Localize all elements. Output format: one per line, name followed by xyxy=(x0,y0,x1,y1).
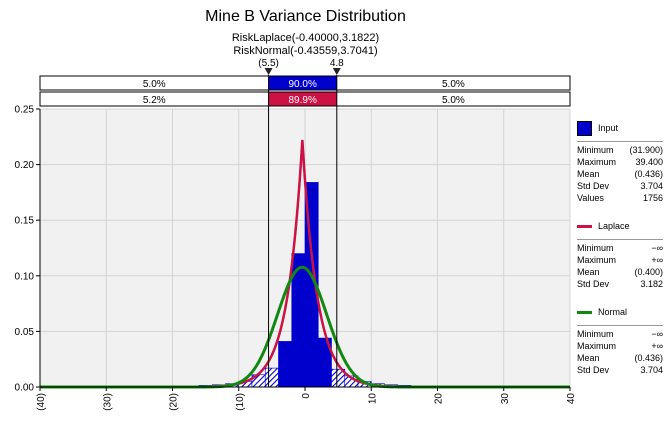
legend-input-stat-row: Maximum 39.400 xyxy=(577,156,663,168)
legend-laplace: Laplace Minimum −∞ Maximum +∞ Mean (0.400) Std… xyxy=(577,216,663,290)
legend-stat-value: 3.182 xyxy=(640,279,663,289)
legend-stat-value: (31.900) xyxy=(629,145,663,155)
legend-stat-name: Minimum xyxy=(577,329,614,339)
legend-stat-name: Mean xyxy=(577,267,600,277)
legend-stat-value: −∞ xyxy=(651,329,663,339)
legend-stat-value: 39.400 xyxy=(635,157,663,167)
legend-laplace-stat-row: Maximum +∞ xyxy=(577,254,663,266)
legend-input-label: Input xyxy=(598,123,619,133)
chart-title: Mine B Variance Distribution xyxy=(205,8,406,25)
histogram-bar xyxy=(278,341,293,388)
legend-input-swatch xyxy=(577,120,592,136)
probability-band-label-left: 5.2% xyxy=(143,95,166,106)
legend-stat-name: Minimum xyxy=(577,243,614,253)
legend-stat-name: Mean xyxy=(577,169,600,179)
x-tick-label: (30) xyxy=(102,393,113,411)
legend-stat-name: Std Dev xyxy=(577,181,610,191)
legend-stat-name: Std Dev xyxy=(577,279,610,289)
legend-laplace-swatch xyxy=(577,224,592,228)
y-tick-label: 0.10 xyxy=(15,271,35,282)
legend-stat-value: (0.400) xyxy=(634,267,663,277)
legend-stat-name: Values xyxy=(577,193,604,203)
legend-input: Input Minimum (31.900) Maximum 39.400 Mean (0… xyxy=(577,118,663,204)
legend-laplace-label: Laplace xyxy=(598,221,630,231)
legend-panel: Input Minimum (31.900) Maximum 39.400 Mean (0… xyxy=(577,118,663,388)
legend-stat-value: +∞ xyxy=(651,255,663,265)
legend-stat-name: Std Dev xyxy=(577,365,610,375)
probability-band-label-middle: 90.0% xyxy=(289,79,317,90)
legend-normal-stat-row: Minimum −∞ xyxy=(577,328,663,340)
chart-subtitle-normal: RiskNormal(-0.43559,3.7041) xyxy=(233,45,378,57)
legend-stat-value: −∞ xyxy=(651,243,663,253)
chart-subtitle-laplace: RiskLaplace(-0.40000,3.1822) xyxy=(231,32,380,44)
legend-input-stat-row: Mean (0.436) xyxy=(577,168,663,180)
probability-band-middle xyxy=(268,91,338,107)
legend-laplace-stat-row: Minimum −∞ xyxy=(577,242,663,254)
probability-band-label-left: 5.0% xyxy=(143,79,166,90)
legend-input-stat-row: Std Dev 3.704 xyxy=(577,180,663,192)
histogram-bar xyxy=(264,367,279,388)
legend-normal-label: Normal xyxy=(598,307,628,317)
legend-normal-swatch xyxy=(577,310,592,314)
legend-normal-stat-row: Mean (0.436) xyxy=(577,352,663,364)
x-tick-label: (10) xyxy=(235,393,246,411)
legend-laplace-stat-row: Mean (0.400) xyxy=(577,266,663,278)
probability-band-label-right: 5.0% xyxy=(442,79,465,90)
legend-stat-value: 1756 xyxy=(642,193,663,203)
legend-stat-value: 3.704 xyxy=(640,181,663,191)
y-tick-label: 0.20 xyxy=(15,160,35,171)
legend-stat-value: (0.436) xyxy=(634,353,663,363)
probability-band-label-right: 5.0% xyxy=(442,95,465,106)
y-tick-label: 0.25 xyxy=(15,105,35,116)
x-tick-label: 40 xyxy=(566,393,577,405)
probability-band-middle xyxy=(268,75,338,91)
x-tick-label: (20) xyxy=(169,393,180,411)
legend-normal-stat-row: Std Dev 3.704 xyxy=(577,364,663,376)
delimiter-label-right: 4.8 xyxy=(330,58,344,69)
legend-input-stat-row: Values 1756 xyxy=(577,192,663,204)
legend-stat-name: Maximum xyxy=(577,157,617,167)
legend-laplace-stat-row: Std Dev 3.182 xyxy=(577,278,663,290)
y-tick-label: 0.05 xyxy=(15,327,35,338)
delimiter-marker-left xyxy=(264,68,273,75)
legend-normal-stat-row: Maximum +∞ xyxy=(577,340,663,352)
delimiter-marker-right xyxy=(332,68,341,75)
legend-input-stat-row: Minimum (31.900) xyxy=(577,144,663,156)
probability-band-label-middle: 89.9% xyxy=(289,95,317,106)
delimiter-label-left: (5.5) xyxy=(258,58,279,69)
x-tick-label: (40) xyxy=(36,393,47,411)
y-tick-label: 0.15 xyxy=(15,216,35,227)
y-tick-label: 0.00 xyxy=(15,383,35,394)
legend-stat-value: (0.436) xyxy=(634,169,663,179)
x-tick-label: 10 xyxy=(367,393,378,405)
legend-stat-value: 3.704 xyxy=(640,365,663,375)
legend-normal: Normal Minimum −∞ Maximum +∞ Mean (0.436) Std … xyxy=(577,302,663,376)
legend-stat-name: Mean xyxy=(577,353,600,363)
legend-stat-value: +∞ xyxy=(651,341,663,351)
x-tick-label: 20 xyxy=(434,393,445,405)
legend-stat-name: Maximum xyxy=(577,341,617,351)
x-tick-label: 0 xyxy=(301,393,312,399)
legend-stat-name: Maximum xyxy=(577,255,617,265)
x-tick-label: 30 xyxy=(500,393,511,405)
legend-stat-name: Minimum xyxy=(577,145,614,155)
